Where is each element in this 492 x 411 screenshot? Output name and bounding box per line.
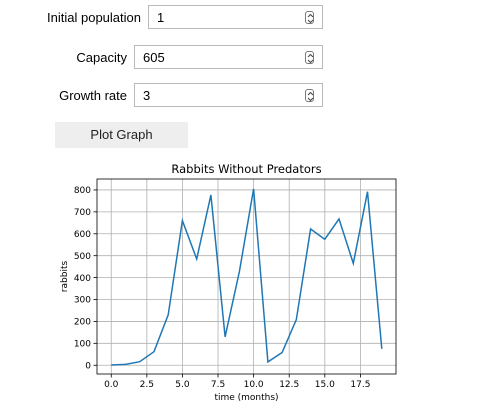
x-tick-label: 15.0	[315, 380, 335, 390]
x-tick-label: 7.5	[211, 380, 225, 390]
y-tick-label: 200	[74, 318, 91, 328]
x-tick-label: 0.0	[104, 380, 119, 390]
growth-rate-label: Growth rate	[59, 88, 127, 103]
initial-population-label-box: Initial population	[0, 5, 141, 31]
x-tick-label: 5.0	[175, 380, 190, 390]
capacity-row: Capacity	[0, 45, 330, 71]
initial-population-row: Initial population	[0, 5, 330, 31]
growth-rate-row: Growth rate	[0, 83, 330, 109]
capacity-input[interactable]	[143, 49, 273, 65]
x-tick-label: 10.0	[244, 380, 264, 390]
capacity-label: Capacity	[76, 50, 127, 65]
plot-graph-button[interactable]: Plot Graph	[55, 122, 188, 148]
capacity-field[interactable]	[134, 45, 323, 69]
plot-frame	[96, 178, 397, 375]
y-tick-label: 700	[74, 208, 91, 218]
y-tick-label: 500	[74, 252, 91, 262]
series-line	[111, 188, 383, 366]
initial-population-input[interactable]	[157, 9, 287, 25]
axis-ticks: 0.0 2.5 5.0 7.5 10.0 12.5 15.0 17.5 0 100 200 300 40…	[74, 186, 371, 390]
growth-rate-input[interactable]	[143, 87, 273, 103]
y-axis-label: rabbits	[60, 261, 70, 293]
spinner-icon[interactable]	[305, 89, 314, 102]
chart-title: Rabbits Without Predators	[171, 162, 321, 176]
growth-rate-field[interactable]	[134, 83, 323, 107]
spinner-icon[interactable]	[305, 51, 314, 64]
x-tick-label: 2.5	[140, 380, 154, 390]
y-tick-label: 400	[74, 274, 91, 284]
x-tick-label: 17.5	[350, 380, 370, 390]
x-tick-label: 12.5	[279, 380, 299, 390]
capacity-label-box: Capacity	[0, 45, 127, 71]
y-tick-label: 300	[74, 296, 91, 306]
y-tick-label: 600	[74, 230, 91, 240]
y-tick-label: 800	[74, 186, 91, 196]
spinner-icon[interactable]	[305, 11, 314, 24]
rabbits-chart: 0.0 2.5 5.0 7.5 10.0 12.5 15.0 17.5 0 100 200 300 40…	[60, 162, 397, 403]
x-axis-label: time (months)	[214, 393, 278, 403]
growth-rate-label-box: Growth rate	[0, 83, 127, 109]
y-tick-label: 100	[74, 340, 91, 350]
initial-population-label: Initial population	[47, 10, 141, 25]
initial-population-field[interactable]	[148, 5, 323, 29]
grid-lines	[97, 179, 396, 374]
y-tick-label: 0	[85, 361, 91, 371]
